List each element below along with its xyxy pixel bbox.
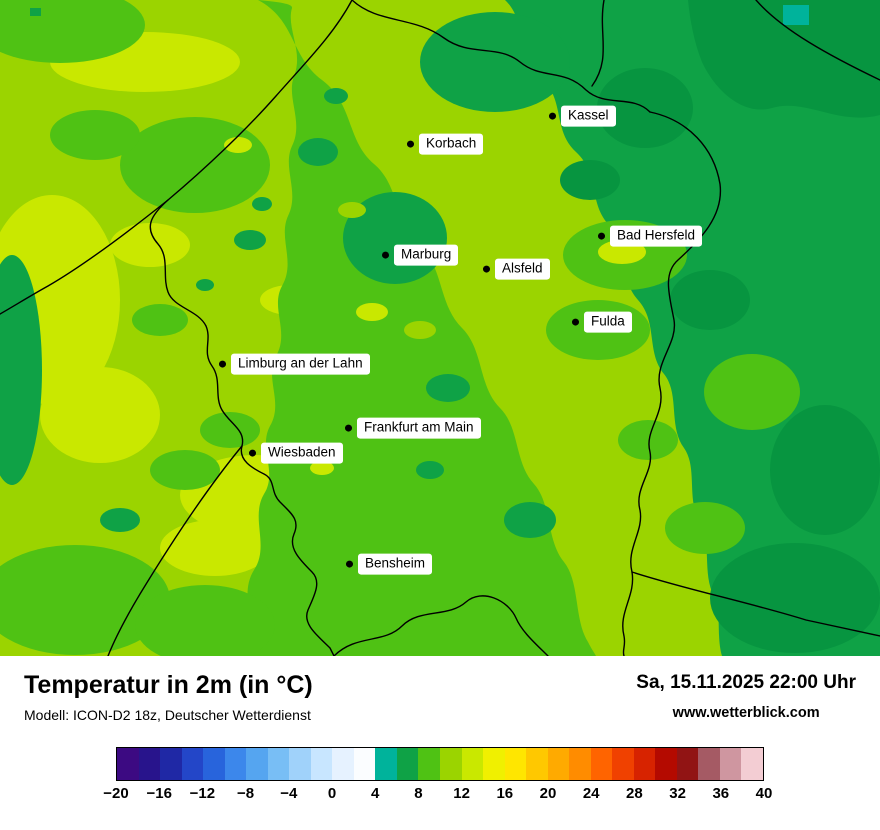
- legend-color-cell: [353, 747, 376, 780]
- legend-color-cell: [439, 747, 462, 780]
- legend-tick-label: −16: [146, 784, 172, 802]
- forecast-datetime: Sa, 15.11.2025 22:00 Uhr: [636, 672, 856, 693]
- city-marker-bad-hersfeld: Bad Hersfeld: [598, 225, 703, 247]
- legend-tick-label: 12: [453, 784, 470, 802]
- legend-color-cell: [396, 747, 419, 780]
- city-label: Bensheim: [358, 553, 433, 575]
- legend-color-cell: [289, 747, 311, 780]
- legend-color-cell: [375, 747, 397, 780]
- city-label: Wiesbaden: [261, 442, 343, 464]
- legend-color-cell: [590, 747, 613, 780]
- map-area: Kassel Korbach Bad Hersfeld Marburg Alsf…: [0, 0, 880, 656]
- legend-tick-label: 28: [626, 784, 643, 802]
- page-title: Temperatur in 2m (in °C): [24, 671, 313, 699]
- city-marker-wiesbaden: Wiesbaden: [249, 442, 343, 464]
- city-label: Korbach: [419, 133, 484, 155]
- city-label: Alsfeld: [495, 258, 550, 280]
- city-dot: [483, 265, 490, 273]
- legend-color-cell: [332, 747, 354, 780]
- city-marker-limburg: Limburg an der Lahn: [219, 353, 370, 375]
- city-dot: [249, 449, 256, 457]
- legend-labels: −20 −16 −12 −8 −4 0 4 8 12 16 20 24 28 32 36 40: [103, 784, 772, 807]
- legend-color-cell: [569, 747, 591, 780]
- footer: Temperatur in 2m (in °C) Modell: ICON-D2…: [0, 656, 880, 830]
- legend-tick-label: −20: [103, 784, 129, 802]
- legend-color-cell: [246, 747, 268, 780]
- city-label: Bad Hersfeld: [610, 225, 703, 247]
- legend-tick-label: 0: [327, 784, 337, 802]
- city-label: Limburg an der Lahn: [231, 353, 370, 375]
- legend-color-cell: [117, 747, 139, 780]
- city-dot: [382, 251, 389, 259]
- legend-color-cell: [483, 747, 505, 780]
- city-label: Frankfurt am Main: [357, 417, 481, 439]
- legend-tick-label: 36: [712, 784, 730, 802]
- legend-tick-label: −8: [237, 784, 255, 802]
- legend-color-cell: [655, 747, 677, 780]
- city-marker-fulda: Fulda: [572, 311, 632, 333]
- legend-color-cell: [547, 747, 570, 780]
- city-label: Kassel: [561, 105, 616, 127]
- legend-color-cell: [504, 747, 527, 780]
- legend-color-cell: [203, 747, 225, 780]
- footer-left: Temperatur in 2m (in °C) Modell: ICON-D2…: [24, 671, 313, 723]
- city-marker-alsfeld: Alsfeld: [483, 258, 550, 280]
- legend-tick-label: 20: [539, 784, 557, 802]
- city-marker-frankfurt: Frankfurt am Main: [345, 417, 481, 439]
- legend-color-cell: [461, 747, 484, 780]
- website-url: www.wetterblick.com: [672, 704, 820, 721]
- legend-tick-label: 8: [414, 784, 423, 802]
- legend-color-cell: [310, 747, 333, 780]
- legend-color-cell: [698, 747, 720, 780]
- legend-color-cell: [612, 747, 634, 780]
- legend: −20 −16 −12 −8 −4 0 4 8 12 16 20 24 28 32 36 40: [103, 746, 772, 807]
- legend-color-cell: [181, 747, 204, 780]
- state-borders: [0, 0, 880, 656]
- legend-color-cell: [633, 747, 656, 780]
- legend-tick-label: 24: [582, 784, 600, 802]
- legend-tick-label: 16: [496, 784, 514, 802]
- legend-color-cell: [418, 747, 440, 780]
- legend-color-cell: [138, 747, 161, 780]
- city-dot: [346, 560, 353, 568]
- legend-tick-label: 32: [669, 784, 686, 802]
- city-marker-bensheim: Bensheim: [346, 553, 433, 575]
- city-marker-kassel: Kassel: [549, 105, 616, 127]
- model-info: Modell: ICON-D2 18z, Deutscher Wetterdie…: [24, 706, 311, 723]
- legend-color-cell: [719, 747, 742, 780]
- city-dot: [572, 318, 579, 326]
- city-dot: [598, 232, 605, 240]
- temperature-map: [0, 0, 880, 656]
- legend-color-cell: [741, 747, 763, 780]
- legend-tick-label: 4: [371, 784, 380, 802]
- map-regions: [0, 0, 880, 656]
- legend-color-cell: [160, 747, 182, 780]
- city-dot: [345, 424, 352, 432]
- city-label: Fulda: [584, 311, 632, 333]
- footer-right: Sa, 15.11.2025 22:00 Uhr www.wetterblick…: [636, 671, 856, 721]
- city-dot: [407, 140, 414, 148]
- legend-color-cell: [267, 747, 290, 780]
- legend-tick-label: 40: [755, 784, 773, 802]
- city-marker-korbach: Korbach: [407, 133, 484, 155]
- legend-tick-label: −12: [189, 784, 216, 802]
- city-label: Marburg: [394, 244, 459, 266]
- city-dot: [549, 112, 556, 120]
- legend-bar: [116, 746, 764, 781]
- city-dot: [219, 360, 226, 368]
- legend-color-cell: [676, 747, 699, 780]
- city-marker-marburg: Marburg: [382, 244, 459, 266]
- legend-color-cell: [224, 747, 247, 780]
- legend-color-cell: [526, 747, 548, 780]
- legend-tick-label: −4: [280, 784, 298, 802]
